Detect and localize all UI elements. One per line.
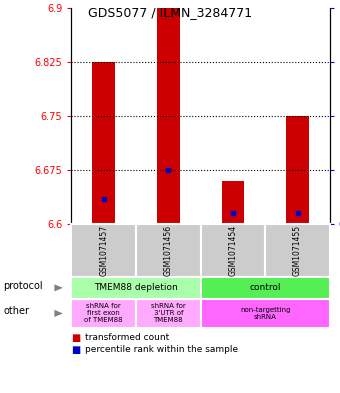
- Text: ■: ■: [71, 333, 81, 343]
- Text: control: control: [250, 283, 281, 292]
- Text: shRNA for
3'UTR of
TMEM88: shRNA for 3'UTR of TMEM88: [151, 303, 186, 323]
- Text: GSM1071455: GSM1071455: [293, 225, 302, 276]
- Text: GDS5077 / ILMN_3284771: GDS5077 / ILMN_3284771: [88, 6, 252, 19]
- Bar: [286, 116, 309, 224]
- Text: transformed count: transformed count: [85, 334, 169, 342]
- Text: other: other: [3, 307, 29, 316]
- Text: non-targetting
shRNA: non-targetting shRNA: [240, 307, 290, 320]
- Text: GSM1071457: GSM1071457: [99, 225, 108, 276]
- Text: GSM1071454: GSM1071454: [228, 225, 237, 276]
- Text: protocol: protocol: [3, 281, 43, 291]
- Bar: [92, 62, 115, 224]
- Text: TMEM88 depletion: TMEM88 depletion: [94, 283, 178, 292]
- Text: percentile rank within the sample: percentile rank within the sample: [85, 345, 238, 354]
- Text: shRNA for
first exon
of TMEM88: shRNA for first exon of TMEM88: [84, 303, 123, 323]
- Text: ■: ■: [71, 345, 81, 355]
- Text: GSM1071456: GSM1071456: [164, 225, 173, 276]
- Bar: [222, 181, 244, 224]
- Bar: [157, 8, 180, 224]
